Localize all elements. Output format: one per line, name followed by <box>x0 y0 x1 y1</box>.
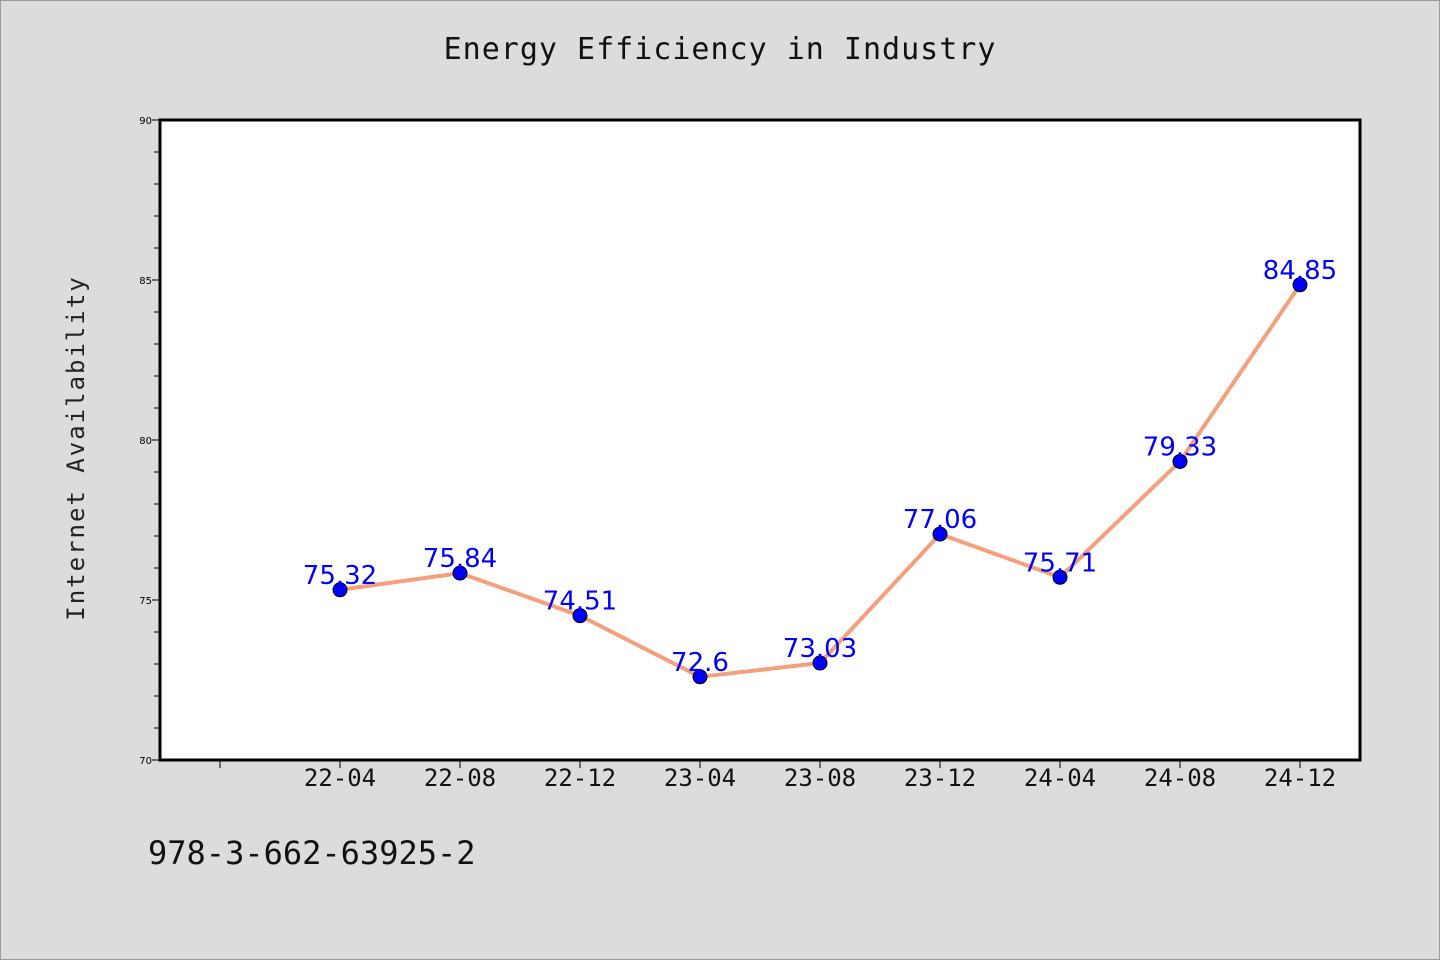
data-point <box>932 526 948 542</box>
isbn-code: 978-3-662-63925-2 <box>148 834 476 872</box>
data-point <box>452 565 468 581</box>
y-tick-label: 90 <box>139 116 152 127</box>
data-point <box>332 582 348 598</box>
y-tick-label: 70 <box>139 756 152 767</box>
data-labels: 75.32 75.84 74.51 72.6 73.03 77.06 75.71 79.33 8… <box>303 256 1337 678</box>
data-point <box>1292 277 1308 293</box>
data-point <box>1052 569 1068 585</box>
data-label: 79.33 <box>1143 432 1217 462</box>
x-tick-label: 22-04 <box>304 764 376 792</box>
y-tick-label: 80 <box>139 436 152 447</box>
data-point <box>1172 453 1188 469</box>
data-label: 73.03 <box>783 634 857 664</box>
x-axis: 22-04 22-08 22-12 23-04 23-08 23-12 24-04 24-08… <box>219 760 1336 792</box>
data-label: 74.51 <box>543 587 617 617</box>
y-tick-label: 85 <box>139 276 152 287</box>
series-markers <box>332 277 1308 685</box>
data-label: 75.84 <box>423 544 497 574</box>
data-label: 77.06 <box>903 505 977 535</box>
chart-title: Energy Efficiency in Industry <box>443 32 997 67</box>
plot-area <box>158 118 1362 762</box>
data-point <box>572 608 588 624</box>
x-tick-label: 23-12 <box>904 764 976 792</box>
x-tick-label: 24-12 <box>1264 764 1336 792</box>
data-label: 84.85 <box>1263 256 1337 286</box>
x-tick-label: 24-08 <box>1144 764 1216 792</box>
y-axis: 70 75 80 85 90 <box>139 116 160 767</box>
x-tick-label: 22-08 <box>424 764 496 792</box>
y-tick-label: 75 <box>139 596 152 607</box>
x-tick-label: 24-04 <box>1024 764 1096 792</box>
data-point <box>692 669 708 685</box>
data-label: 75.71 <box>1023 548 1097 578</box>
data-point <box>812 655 828 671</box>
data-label: 75.32 <box>303 561 377 591</box>
x-tick-label: 23-04 <box>664 764 736 792</box>
data-label: 72.6 <box>671 648 729 678</box>
x-tick-label: 22-12 <box>544 764 616 792</box>
x-tick-label: 23-08 <box>784 764 856 792</box>
